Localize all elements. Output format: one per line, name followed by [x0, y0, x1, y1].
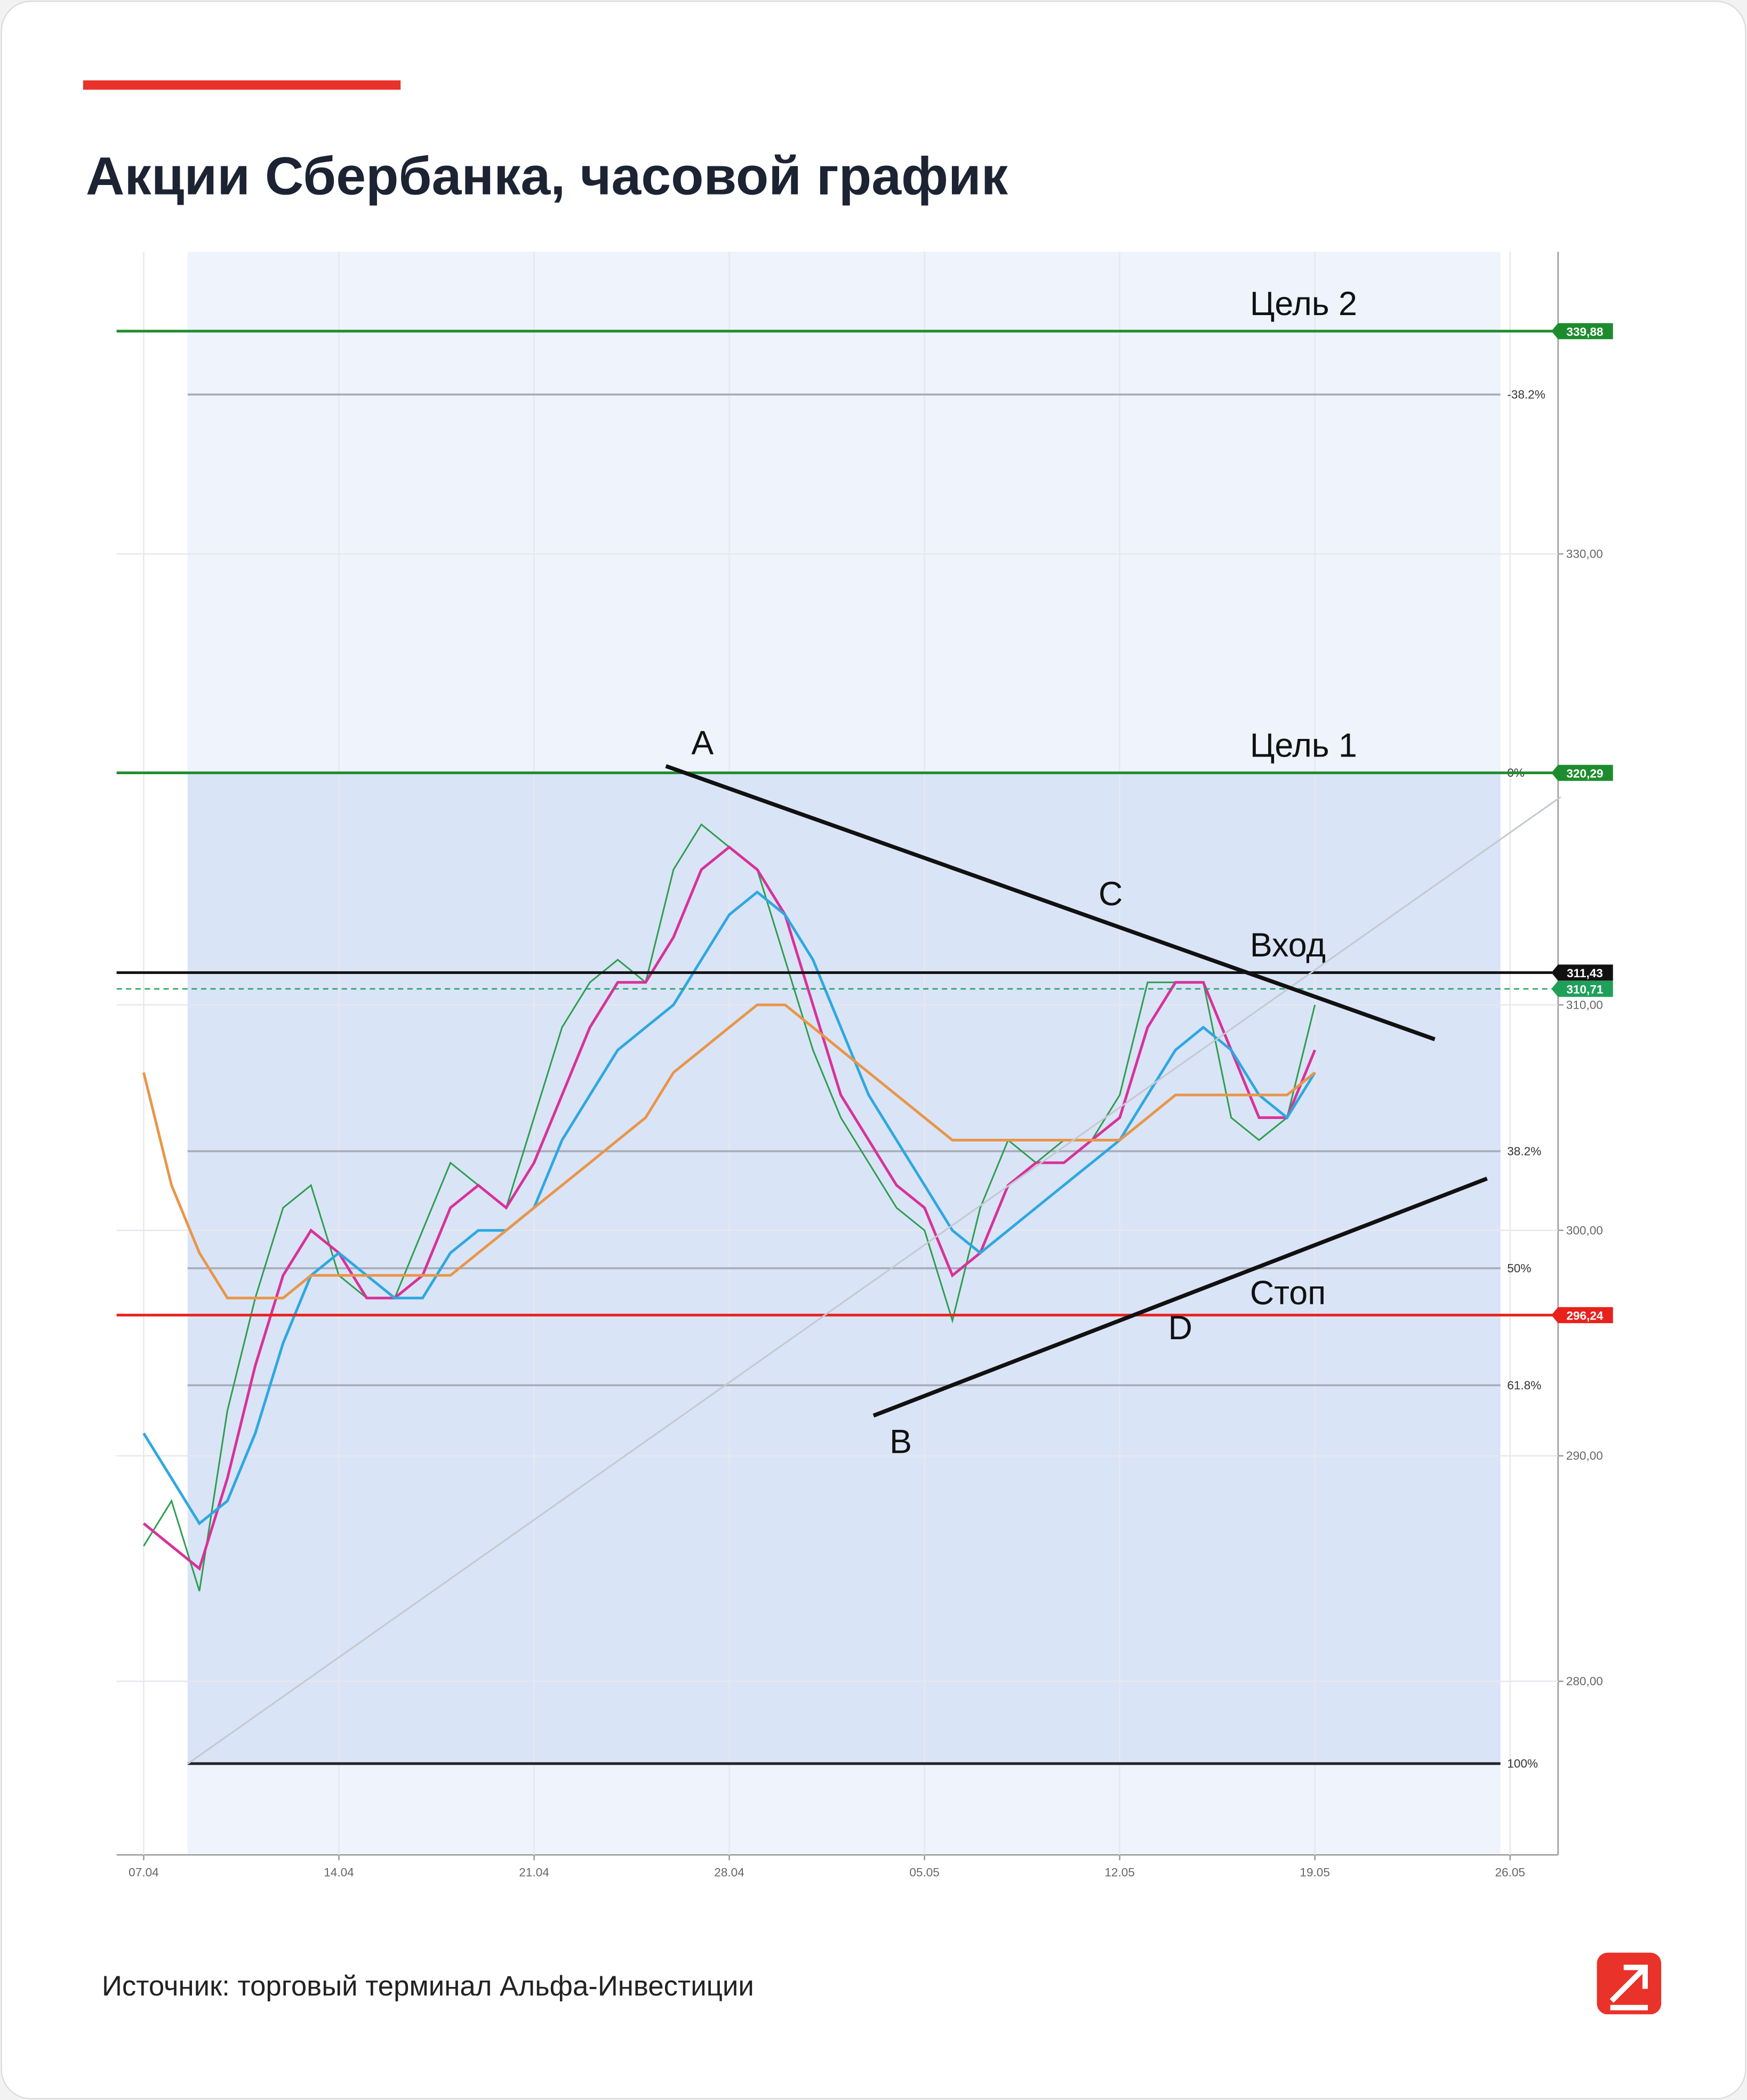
fib-label: 100% — [1507, 1757, 1538, 1771]
diagonal — [187, 796, 1561, 1765]
fib-label: -38.2% — [1507, 388, 1545, 401]
level-label: Цель 1 — [1250, 727, 1357, 765]
plot: 280,00 290,00 300,00 310,00 330,00 07.04 14.04… — [116, 252, 1613, 1879]
trendline-bd — [872, 1177, 1488, 1418]
trendline-ac — [665, 764, 1436, 1041]
annotation: B — [889, 1423, 912, 1461]
x-tick-label: 26.05 — [1495, 1865, 1525, 1879]
price-tag — [1551, 964, 1613, 981]
price-tag — [1551, 1307, 1613, 1323]
x-tick-label: 12.05 — [1104, 1865, 1135, 1879]
price-tag — [1551, 765, 1613, 781]
price-tag-label: 296,24 — [1566, 1309, 1604, 1323]
price-tag-label: 320,29 — [1566, 767, 1603, 780]
x-tick-label: 05.05 — [909, 1865, 940, 1879]
x-tick-label: 07.04 — [129, 1865, 159, 1879]
logo — [1597, 1952, 1662, 2015]
price-tag-label: 311,43 — [1567, 967, 1603, 980]
source: Источник: торговый терминал Альфа-Инвест… — [102, 1970, 754, 2002]
x-tick-label: 19.05 — [1300, 1865, 1330, 1879]
price-tag — [1551, 323, 1613, 340]
x-tick-label: 14.04 — [324, 1865, 354, 1879]
fib-label: 61.8% — [1507, 1379, 1541, 1392]
x-tick-label: 21.04 — [519, 1865, 549, 1879]
annotation: A — [691, 724, 714, 761]
series-line — [142, 1003, 1316, 1300]
level-label: Вход — [1250, 927, 1326, 964]
accent-bar — [83, 80, 401, 90]
annotation: D — [1168, 1309, 1192, 1347]
y-tick-label: 280,00 — [1566, 1675, 1603, 1688]
price-tag-label: 310,71 — [1566, 983, 1603, 996]
title: Акции Сбербанка, часовой график — [86, 146, 1008, 206]
x-tick-label: 28.04 — [714, 1865, 744, 1879]
fib-label: 38.2% — [1507, 1145, 1541, 1158]
price-tag — [1551, 980, 1613, 997]
level-label: Цель 2 — [1250, 285, 1357, 323]
y-tick-label: 330,00 — [1566, 548, 1603, 561]
fib-label: 50% — [1507, 1261, 1531, 1275]
level-label: Стоп — [1250, 1275, 1326, 1312]
y-tick-label: 300,00 — [1566, 1224, 1603, 1237]
price-tag-label: 339,88 — [1566, 325, 1603, 339]
y-tick-label: 290,00 — [1566, 1449, 1603, 1462]
y-tick-label: 310,00 — [1566, 998, 1603, 1011]
annotation: C — [1099, 875, 1123, 913]
